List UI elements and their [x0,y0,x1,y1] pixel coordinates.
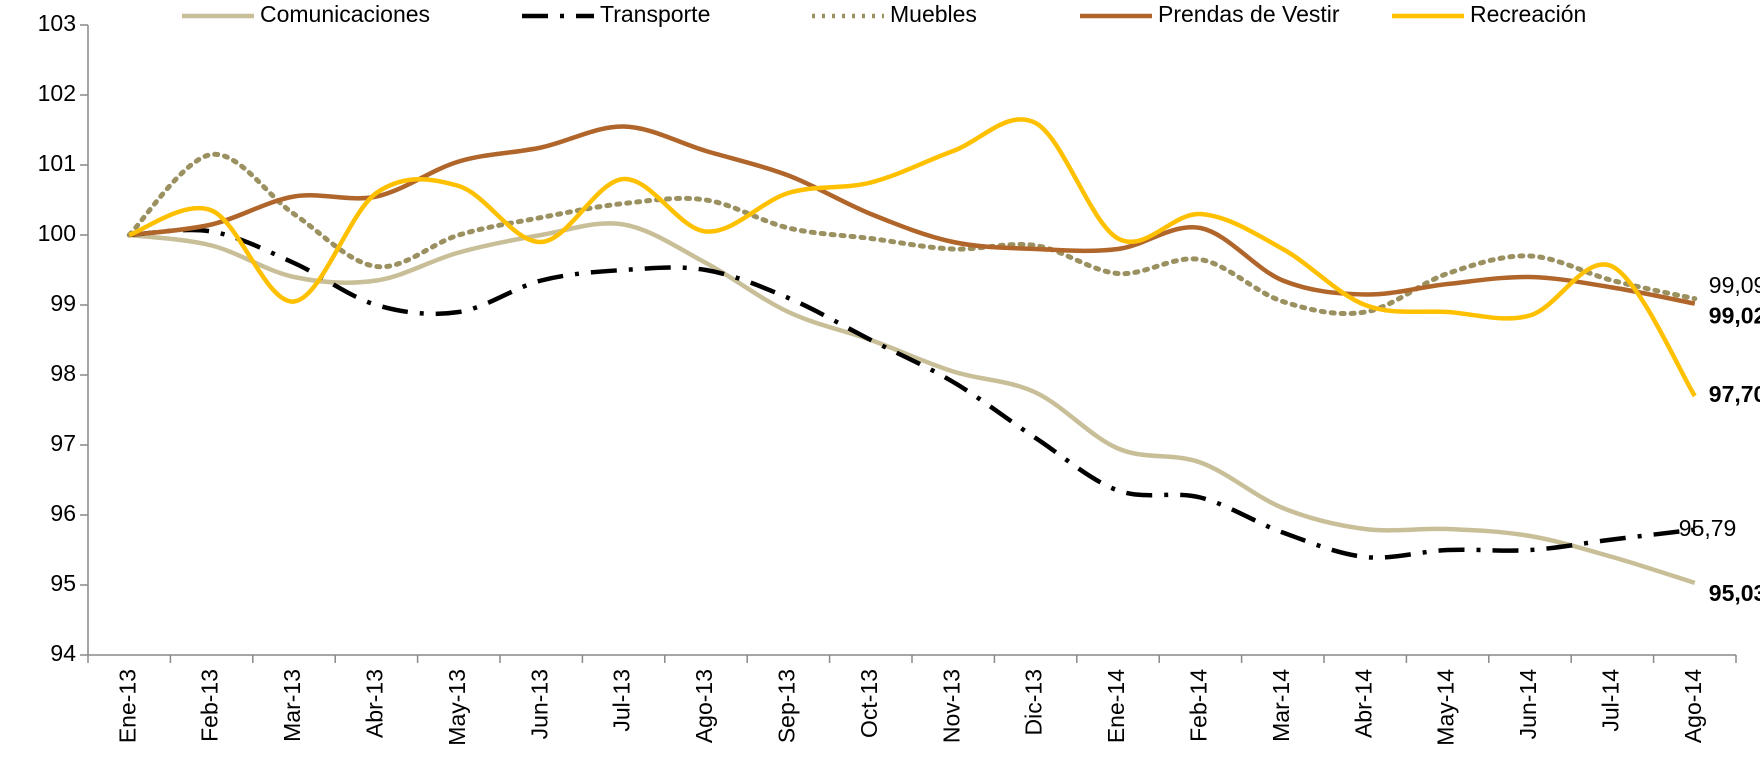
data-label: 97,70 [1709,381,1760,407]
series-line [128,117,1697,398]
legend-label: Recreación [1470,1,1586,27]
x-tick-label: Ene-14 [1103,669,1129,743]
y-tick-label: 98 [50,360,76,386]
x-tick-label: May-13 [444,669,470,746]
y-tick-label: 94 [50,640,76,666]
data-label: 95,03 [1709,580,1760,606]
x-tick-label: Mar-14 [1268,669,1294,742]
y-tick-label: 103 [38,10,76,36]
x-tick-label: Feb-13 [197,669,223,742]
legend-label: Prendas de Vestir [1158,1,1340,27]
y-tick-label: 101 [38,150,76,176]
y-tick-label: 96 [50,500,76,526]
x-tick-label: Abr-14 [1350,669,1376,738]
series-line [126,151,1698,317]
series-line [128,221,1696,586]
y-tick-label: 100 [38,220,76,246]
data-label: 95,79 [1679,515,1737,541]
legend-label: Transporte [600,1,710,27]
legend-label: Comunicaciones [260,1,430,27]
x-tick-label: Ago-13 [691,669,717,743]
x-tick-label: Ene-13 [114,669,140,743]
y-tick-label: 102 [38,80,76,106]
legend-label: Muebles [890,1,977,27]
x-tick-label: Jun-13 [526,669,552,739]
x-tick-label: Sep-13 [773,669,799,743]
y-tick-label: 97 [50,430,76,456]
series-line [129,227,1696,560]
series-line [128,124,1696,306]
x-tick-label: Mar-13 [279,669,305,742]
x-tick-label: Jul-13 [609,669,635,732]
x-tick-label: Nov-13 [938,669,964,743]
x-tick-label: Ago-14 [1680,669,1706,743]
x-tick-label: May-14 [1433,669,1459,746]
data-label: 99,02 [1709,303,1760,329]
data-label: 99,09 [1709,272,1760,298]
x-tick-label: Oct-13 [856,669,882,738]
x-tick-label: Dic-13 [1021,669,1047,735]
y-tick-label: 95 [50,570,76,596]
x-tick-label: Feb-14 [1185,669,1211,742]
x-tick-label: Abr-13 [361,669,387,738]
x-tick-label: Jun-14 [1515,669,1541,740]
x-tick-label: Jul-14 [1597,669,1623,732]
y-tick-label: 99 [50,290,76,316]
